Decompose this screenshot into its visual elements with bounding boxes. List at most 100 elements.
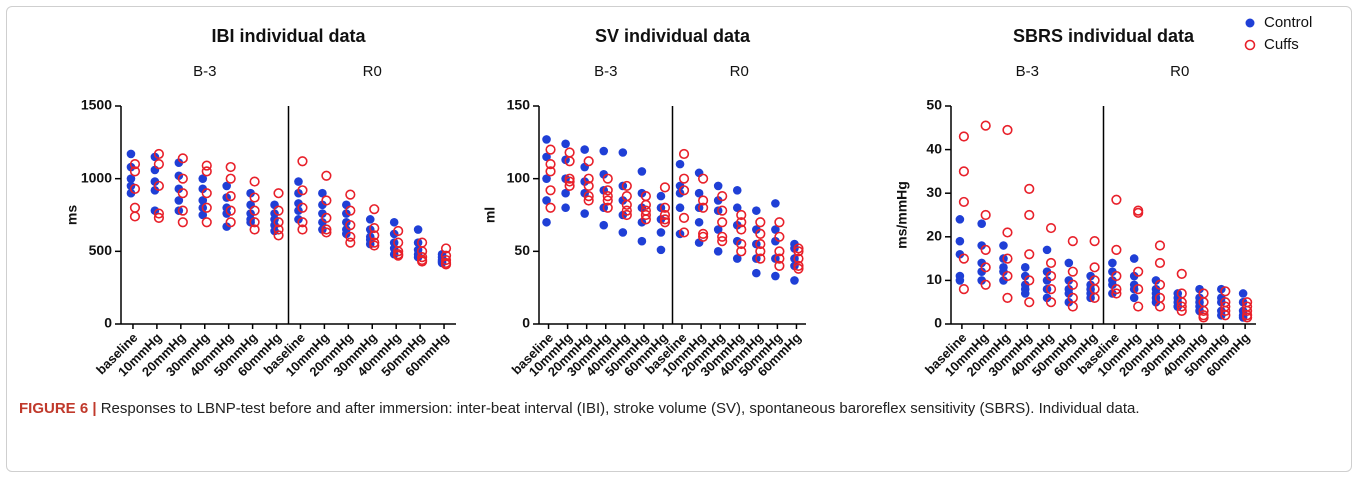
data-point — [980, 209, 991, 221]
data-point — [177, 153, 188, 164]
data-point — [1154, 240, 1166, 251]
data-point — [793, 253, 804, 264]
data-point — [977, 241, 986, 250]
data-point — [225, 161, 236, 173]
data-point — [583, 173, 594, 184]
data-point — [440, 259, 452, 270]
data-point — [1111, 270, 1122, 282]
data-point — [129, 166, 141, 177]
data-point — [297, 202, 308, 213]
legend-marker — [1245, 18, 1255, 28]
data-point — [958, 166, 969, 177]
data-point — [297, 224, 308, 235]
data-point — [656, 245, 666, 255]
data-point — [345, 205, 356, 216]
data-point — [659, 182, 671, 193]
data-point — [542, 174, 551, 183]
data-point — [249, 224, 260, 235]
chart-title: SBRS individual data — [1013, 26, 1195, 46]
data-point — [771, 236, 780, 246]
data-point — [752, 206, 761, 215]
data-point — [1064, 289, 1074, 298]
y-tick-label: 1500 — [81, 97, 112, 113]
data-point — [1020, 271, 1030, 281]
data-point — [694, 188, 704, 198]
data-point — [732, 203, 742, 213]
data-point — [369, 237, 380, 248]
data-point — [393, 225, 404, 237]
data-point — [1002, 253, 1013, 264]
data-point — [564, 176, 575, 187]
chart-title: SV individual data — [595, 26, 751, 46]
y-tick-label: 40 — [926, 140, 942, 156]
group-label: B-3 — [1016, 63, 1039, 80]
data-point — [755, 217, 766, 228]
data-point — [580, 145, 589, 154]
data-point — [225, 217, 236, 228]
data-point — [174, 184, 184, 194]
data-point — [980, 244, 991, 255]
data-point — [599, 170, 609, 179]
data-point — [621, 180, 632, 192]
data-point — [413, 225, 423, 234]
data-point — [153, 212, 164, 224]
data-point — [1151, 297, 1161, 307]
data-point — [771, 225, 780, 234]
data-point — [583, 191, 594, 202]
data-point — [542, 217, 551, 227]
data-point — [717, 217, 728, 228]
data-point — [678, 212, 690, 224]
data-point — [1024, 297, 1035, 308]
y-tick-label: 0 — [104, 315, 112, 331]
data-point — [561, 139, 570, 149]
data-point — [602, 185, 613, 196]
data-point — [1154, 257, 1166, 269]
data-point — [129, 159, 141, 170]
data-point — [273, 205, 284, 216]
data-point — [1064, 276, 1074, 285]
data-point — [999, 241, 1008, 250]
data-point — [675, 181, 685, 191]
data-point — [561, 188, 570, 198]
data-point — [955, 276, 965, 285]
group-label: R0 — [730, 63, 749, 80]
data-point — [732, 254, 742, 263]
data-point — [198, 174, 208, 183]
data-point — [545, 144, 556, 155]
data-point — [755, 238, 766, 250]
data-point — [542, 196, 551, 205]
data-point — [958, 284, 969, 295]
caption-label: FIGURE 6 | — [19, 400, 97, 417]
data-point — [771, 271, 780, 281]
data-point — [698, 202, 709, 213]
data-point — [1133, 301, 1144, 312]
data-point — [440, 243, 452, 254]
group-label: R0 — [363, 63, 382, 80]
data-point — [225, 191, 236, 202]
data-point — [1067, 266, 1078, 277]
data-point — [698, 228, 709, 239]
data-point — [656, 191, 666, 201]
data-point — [321, 212, 332, 224]
data-point — [717, 236, 728, 247]
data-point — [153, 180, 164, 192]
data-point — [618, 196, 628, 205]
data-point — [126, 149, 136, 159]
data-point — [1045, 222, 1057, 234]
data-point — [129, 202, 141, 213]
data-point — [249, 192, 260, 203]
data-point — [637, 167, 647, 176]
data-point — [980, 279, 991, 290]
data-point — [1198, 312, 1209, 323]
data-point — [618, 148, 628, 157]
data-point — [999, 267, 1008, 276]
data-point — [545, 185, 556, 196]
data-point — [656, 228, 666, 237]
data-point — [1154, 279, 1166, 290]
data-point — [755, 228, 766, 239]
data-point — [177, 173, 188, 184]
data-point — [955, 236, 965, 246]
data-point — [958, 196, 969, 208]
data-point — [1002, 124, 1013, 136]
data-point — [1089, 292, 1100, 303]
